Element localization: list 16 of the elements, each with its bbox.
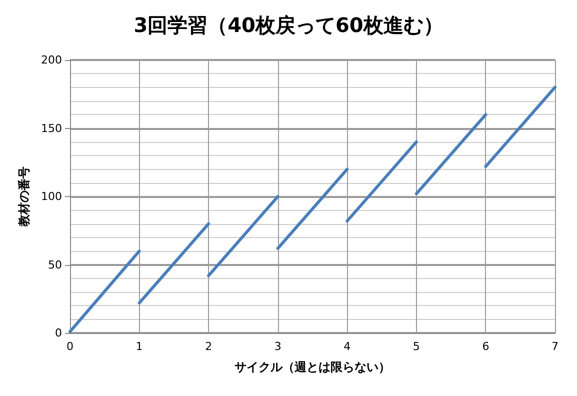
- chart-title: 3回学習（40枚戻って60枚進む）: [134, 13, 444, 37]
- x-tick-label: 6: [482, 340, 490, 353]
- x-tick-label: 2: [205, 340, 212, 353]
- x-tick-label: 5: [412, 340, 420, 353]
- x-axis-title: サイクル（週とは限らない）: [234, 360, 390, 374]
- y-tick-label: 100: [41, 190, 62, 203]
- x-tick-label: 4: [344, 340, 351, 353]
- x-tick-label: 3: [274, 340, 282, 353]
- x-tick-label: 1: [136, 340, 143, 353]
- x-tick-label: 0: [66, 340, 74, 353]
- y-tick-label: 150: [41, 122, 62, 135]
- y-tick-label: 50: [48, 258, 62, 272]
- y-tick-label: 200: [41, 54, 62, 66]
- y-axis-title: 教材の番号: [17, 166, 31, 228]
- x-tick-label: 7: [552, 340, 558, 353]
- y-tick-label: 0: [55, 326, 62, 340]
